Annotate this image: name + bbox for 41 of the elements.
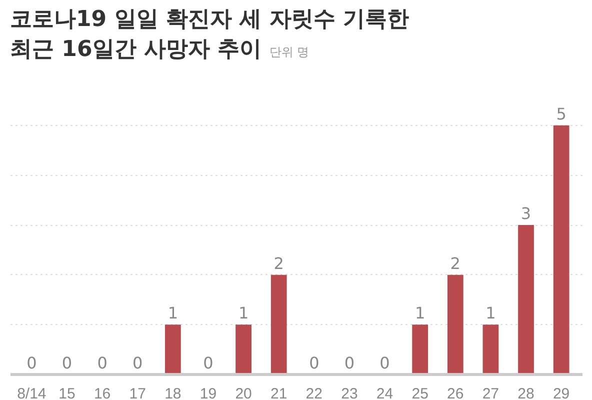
data-label: 0: [344, 354, 355, 372]
data-label: 0: [380, 354, 390, 372]
x-tick-label: 18: [164, 386, 182, 400]
x-tick-label: 21: [270, 386, 288, 400]
bar: [482, 324, 499, 374]
data-label: 0: [132, 354, 143, 372]
bar: [236, 324, 252, 374]
x-tick-label: 17: [129, 386, 146, 400]
x-tick-label: 24: [376, 386, 394, 400]
bar: [412, 324, 428, 374]
x-tick-label: 22: [306, 386, 322, 400]
bar: [447, 274, 464, 374]
x-tick-label: 26: [447, 386, 464, 400]
x-tick-label: 25: [412, 386, 428, 400]
x-tick-label: 19: [200, 386, 217, 400]
data-label: 1: [168, 304, 178, 323]
data-label: 2: [274, 254, 284, 273]
x-tick-label: 28: [518, 386, 534, 400]
x-tick-label: 20: [235, 386, 252, 400]
bar: [270, 274, 287, 374]
data-label: 5: [556, 104, 566, 124]
data-label: 1: [486, 304, 496, 323]
bar: [553, 125, 570, 374]
data-label: 3: [520, 204, 532, 224]
data-label: 0: [97, 354, 108, 372]
x-tick-label: 16: [94, 386, 111, 400]
bar: [518, 225, 534, 374]
data-label: 0: [26, 354, 37, 372]
data-label: 2: [450, 254, 460, 273]
x-tick-label: 15: [58, 386, 76, 400]
data-label: 0: [203, 354, 214, 372]
bar: [164, 324, 181, 374]
x-tick-label: 8/14: [17, 386, 46, 400]
x-tick-label: 27: [482, 386, 500, 400]
data-label: 0: [62, 354, 72, 372]
x-tick-label: 23: [341, 386, 358, 400]
text: 단위 명: [269, 44, 310, 59]
data-label: 1: [238, 304, 249, 323]
data-label: 0: [309, 354, 320, 372]
data-label: 1: [414, 304, 426, 323]
x-tick-label: 29: [552, 386, 570, 400]
